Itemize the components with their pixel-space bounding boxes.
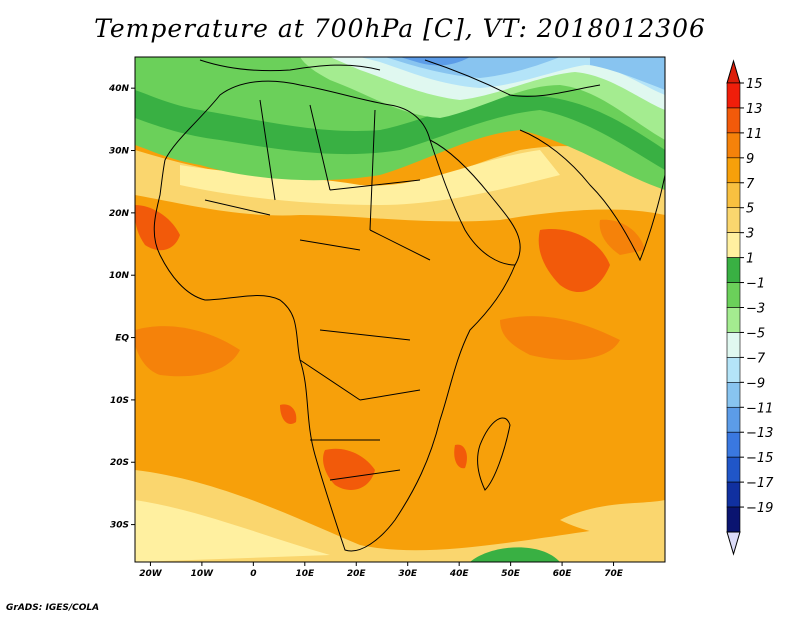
lon-tick-label: 30E	[398, 569, 418, 579]
colorbar-label: −9	[746, 376, 765, 391]
latitude-axis: 40N 30N 20N 10N EQ 10S 20S 30S	[108, 84, 135, 531]
colorbar-label: 3	[746, 227, 754, 242]
colorbar-label: −1	[746, 277, 765, 292]
map-title: Temperature at 700hPa [C], VT: 201801230…	[94, 14, 706, 43]
colorbar-swatch	[726, 357, 741, 383]
colorbar-top-arrow	[726, 59, 741, 84]
lon-tick-label: 0	[250, 569, 256, 579]
colorbar-label: 13	[746, 102, 763, 117]
credit-text: GrADS: IGES/COLA	[6, 603, 100, 613]
colorbar-label: −15	[746, 451, 773, 466]
colorbar-swatch	[726, 307, 741, 333]
colorbar-swatch	[726, 232, 741, 258]
colorbar-swatch	[726, 132, 741, 159]
colorbar-swatch	[726, 207, 741, 233]
lon-tick-label: 70E	[604, 569, 624, 579]
colorbar-swatch	[726, 257, 741, 283]
lon-tick-label: 10E	[295, 569, 315, 579]
lon-tick-label: 20E	[347, 569, 367, 579]
colorbar-label: 7	[746, 177, 755, 192]
longitude-axis: 20W 10W 0 10E 20E 30E 40E 50E 60E 70E	[139, 562, 624, 579]
colorbar-label: −19	[746, 501, 773, 516]
colorbar-swatch	[726, 506, 741, 533]
colorbar-label: −11	[746, 401, 773, 416]
colorbar-swatch	[726, 456, 741, 483]
colorbar-swatch	[726, 107, 741, 134]
lat-tick-label: 10N	[109, 271, 130, 281]
lon-tick-label: 20W	[139, 569, 163, 579]
plot-frame	[134, 56, 666, 563]
lat-tick-label: 10S	[110, 396, 129, 406]
colorbar-label: 15	[746, 77, 763, 92]
colorbar-label: −17	[746, 476, 774, 491]
colorbar-label: −13	[746, 426, 773, 441]
colorbar-swatch	[726, 182, 741, 209]
lon-tick-label: 50E	[501, 569, 521, 579]
colorbar-swatch	[726, 382, 741, 408]
colorbar-bottom-arrow	[726, 531, 741, 556]
colorbar-label: 11	[746, 127, 763, 142]
colorbar-swatch	[726, 282, 741, 308]
colorbar-label: 1	[746, 252, 754, 267]
temperature-field	[135, 57, 665, 562]
colorbar-label: 5	[746, 202, 754, 217]
lat-tick-label: 20N	[109, 209, 130, 219]
colorbar-label: 9	[746, 152, 754, 167]
coastlines	[153, 59, 665, 552]
colorbar-swatch	[726, 431, 741, 458]
lon-tick-label: 10W	[191, 569, 215, 579]
lat-tick-label: 30S	[110, 521, 129, 531]
lat-tick-label: EQ	[115, 334, 129, 344]
lon-tick-label: 60E	[553, 569, 573, 579]
colorbar-swatch	[726, 82, 741, 109]
lon-tick-label: 40E	[449, 569, 470, 579]
colorbar: 15 13 11 9 7 5 3 1 −1 −3 −5 −7 −9 −11 −13 −15 −17 −19	[726, 59, 774, 556]
lat-tick-label: 30N	[109, 147, 130, 157]
colorbar-label: −7	[746, 351, 766, 366]
colorbar-swatch	[726, 157, 741, 184]
lat-tick-label: 40N	[108, 84, 130, 94]
colorbar-swatch	[726, 481, 741, 508]
colorbar-swatch	[726, 406, 741, 433]
lat-tick-label: 20S	[110, 458, 129, 468]
colorbar-label: −3	[746, 302, 765, 317]
colorbar-label: −5	[746, 326, 765, 341]
colorbar-swatch	[726, 332, 741, 358]
